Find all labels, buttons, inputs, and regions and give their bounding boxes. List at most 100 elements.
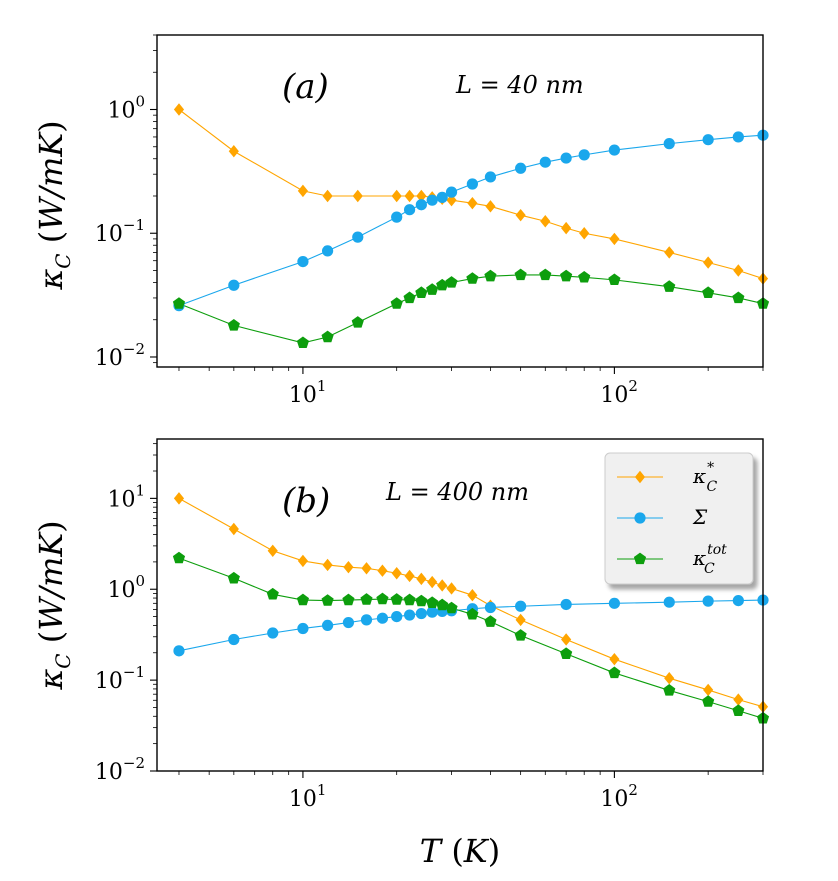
data-point-diamond xyxy=(173,492,185,505)
data-point-diamond xyxy=(664,246,675,259)
legend-marker-diamond xyxy=(634,470,646,484)
data-point-pentagon xyxy=(445,601,458,614)
data-point-circle xyxy=(484,601,497,614)
legend-marker-pentagon xyxy=(633,552,647,565)
data-point-pentagon xyxy=(227,571,240,584)
data-point-circle xyxy=(663,138,675,150)
panel-a: 101 102 100 10−1 10−2 (a) L = 40 nm κC (W/mK… xyxy=(32,34,770,408)
data-point-diamond xyxy=(297,554,309,568)
data-point-diamond xyxy=(561,221,572,235)
data-point-diamond xyxy=(343,560,354,574)
data-point-pentagon xyxy=(390,297,403,309)
data-point-diamond xyxy=(173,103,185,116)
data-point-pentagon xyxy=(403,291,416,304)
data-point-pentagon xyxy=(466,272,479,284)
data-point-pentagon xyxy=(266,587,279,600)
data-point-diamond xyxy=(322,558,333,572)
data-point-circle xyxy=(297,622,309,635)
data-point-pentagon xyxy=(351,316,364,328)
data-point-pentagon xyxy=(321,594,334,606)
panel-a-tick-labels: 101 102 100 10−1 10−2 xyxy=(95,93,638,408)
data-point-circle xyxy=(415,199,427,211)
data-point-pentagon xyxy=(539,268,552,281)
data-point-circle xyxy=(702,134,714,146)
data-point-pentagon xyxy=(608,273,621,286)
panel-b-label: (b) xyxy=(282,481,330,521)
data-point-circle xyxy=(173,645,185,657)
data-point-pentagon xyxy=(732,704,745,716)
data-point-circle xyxy=(515,600,527,612)
data-point-diamond xyxy=(485,200,496,213)
data-point-diamond xyxy=(427,575,438,589)
data-point-pentagon xyxy=(578,270,591,283)
y-tick-label: 10−2 xyxy=(95,754,145,785)
data-point-circle xyxy=(228,279,240,291)
data-point-diamond xyxy=(377,564,388,577)
y-tick-label: 10−1 xyxy=(95,216,145,247)
data-point-diamond xyxy=(322,189,333,203)
data-point-circle xyxy=(515,162,527,174)
data-point-circle xyxy=(560,598,572,611)
y-tick-label: 101 xyxy=(107,481,145,512)
data-point-pentagon xyxy=(732,291,745,304)
data-point-diamond xyxy=(391,189,402,203)
data-point-diamond xyxy=(297,184,309,198)
data-point-diamond xyxy=(733,693,744,706)
data-point-pentagon xyxy=(296,593,310,606)
data-point-pentagon xyxy=(415,594,428,607)
data-point-pentagon xyxy=(342,593,355,606)
data-point-diamond xyxy=(416,572,427,586)
data-point-diamond xyxy=(579,227,590,240)
data-point-circle xyxy=(403,204,416,216)
data-point-circle xyxy=(426,194,438,206)
data-point-pentagon xyxy=(514,629,527,641)
series-line-pentagon xyxy=(178,274,764,344)
data-point-pentagon xyxy=(360,593,373,605)
data-point-pentagon xyxy=(390,593,403,605)
x-tick-label: 101 xyxy=(289,781,327,812)
data-point-diamond xyxy=(361,562,372,575)
panel-a-data-points xyxy=(172,103,770,349)
data-point-diamond xyxy=(446,582,457,595)
panel-a-length-annotation: L = 40 nm xyxy=(455,71,584,99)
panel-b-axes-frame xyxy=(156,438,764,772)
data-point-diamond xyxy=(404,189,415,203)
data-point-circle xyxy=(321,619,334,632)
data-point-circle xyxy=(415,607,427,620)
data-point-circle xyxy=(732,594,744,607)
y-tick-label: 10−2 xyxy=(95,340,145,371)
data-point-circle xyxy=(376,612,389,624)
data-point-pentagon xyxy=(436,278,449,291)
data-point-circle xyxy=(578,149,590,161)
data-point-pentagon xyxy=(296,336,310,349)
data-point-pentagon xyxy=(702,695,715,707)
data-point-circle xyxy=(702,595,714,607)
data-point-pentagon xyxy=(484,615,497,627)
data-point-pentagon xyxy=(663,280,676,292)
data-point-pentagon xyxy=(426,596,439,608)
data-point-pentagon xyxy=(702,286,715,298)
data-point-circle xyxy=(321,245,334,257)
y-tick-label: 10−1 xyxy=(95,663,145,694)
panel-b: 101 102 101 100 10−1 10−2 (b) L = 400 nm κC (… xyxy=(32,438,770,812)
legend-box xyxy=(604,452,754,585)
data-point-circle xyxy=(484,171,497,183)
data-point-diamond xyxy=(540,215,551,228)
y-tick-label: 100 xyxy=(107,572,145,603)
x-tick-label: 102 xyxy=(600,377,638,408)
data-point-pentagon xyxy=(436,598,449,611)
data-point-diamond xyxy=(416,189,427,203)
y-tick-label: 100 xyxy=(107,93,145,124)
data-point-pentagon xyxy=(514,268,527,281)
data-point-diamond xyxy=(733,264,744,277)
data-point-pentagon xyxy=(321,330,334,343)
data-point-diamond xyxy=(703,683,714,697)
data-point-pentagon xyxy=(663,684,676,696)
data-point-circle xyxy=(342,616,355,629)
data-point-pentagon xyxy=(466,607,479,620)
panel-b-data-points xyxy=(172,492,770,724)
data-point-circle xyxy=(391,610,403,623)
data-point-circle xyxy=(228,633,240,646)
